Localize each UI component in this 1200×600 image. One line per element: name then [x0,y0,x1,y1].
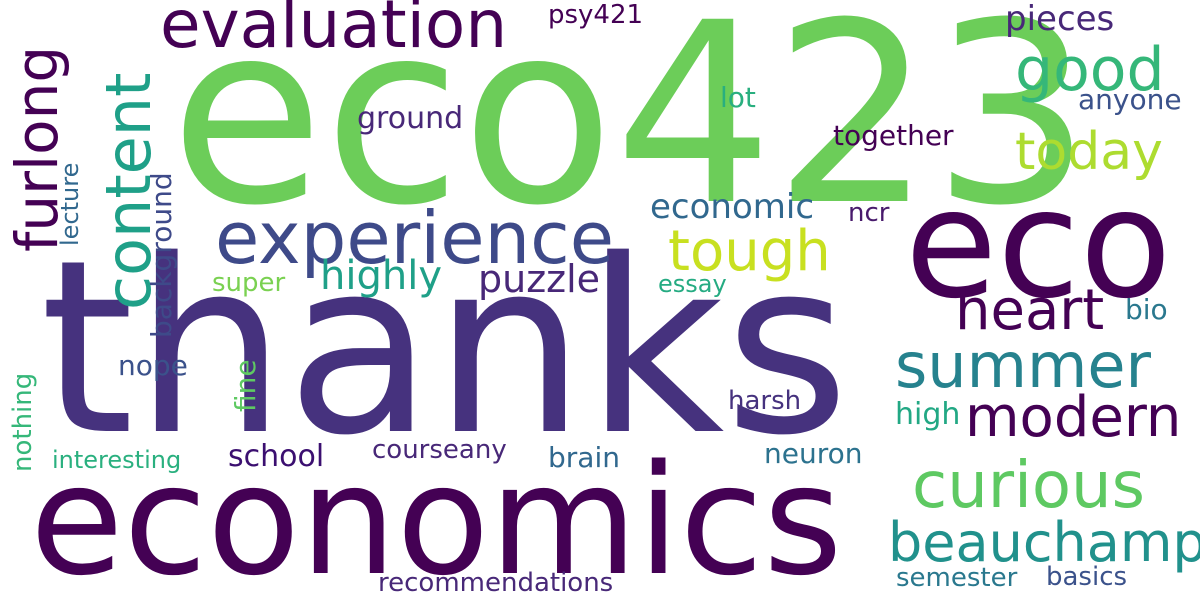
word-beauchamp: beauchamp [888,511,1200,574]
word-ground: ground [357,101,464,136]
word-puzzle: puzzle [478,257,601,301]
word-thanks: thanks [40,208,850,488]
word-fine: fine [229,359,262,412]
word-basics: basics [1046,562,1128,592]
word-bio: bio [1125,293,1168,326]
word-neuron: neuron [764,437,863,470]
word-nope: nope [118,349,188,382]
word-highly: highly [320,253,442,299]
word-experience: experience [215,196,615,280]
word-pieces: pieces [1005,0,1115,39]
word-tough: tough [668,219,831,284]
word-good: good [1015,35,1165,105]
word-super: super [212,268,286,298]
word-lot: lot [720,81,756,114]
word-modern: modern [965,385,1182,450]
word-courseany: courseany [372,435,507,465]
word-evaluation: evaluation [160,0,508,63]
word-today: today [1015,122,1163,182]
word-nothing: nothing [8,372,38,472]
word-semester: semester [896,563,1018,593]
word-background: background [145,172,178,338]
word-ncr: ncr [848,198,890,228]
word-psy421: psy421 [548,0,644,30]
word-summer: summer [895,329,1152,402]
word-lecture: lecture [56,162,84,246]
word-interesting: interesting [52,446,182,474]
word-school: school [228,439,325,474]
word-eco: eco [905,158,1172,332]
word-harsh: harsh [728,386,802,416]
word-curious: curious [912,449,1145,523]
word-economic: economic [650,187,815,227]
word-heart: heart [955,278,1105,343]
word-anyone: anyone [1078,83,1182,116]
word-economics: economics [30,432,843,600]
word-recommendations: recommendations [378,568,614,598]
word-essay: essay [658,270,727,298]
word-high: high [895,397,961,432]
word-eco423: eco423 [170,0,1092,260]
word-brain: brain [548,441,620,474]
word-together: together [833,119,954,152]
